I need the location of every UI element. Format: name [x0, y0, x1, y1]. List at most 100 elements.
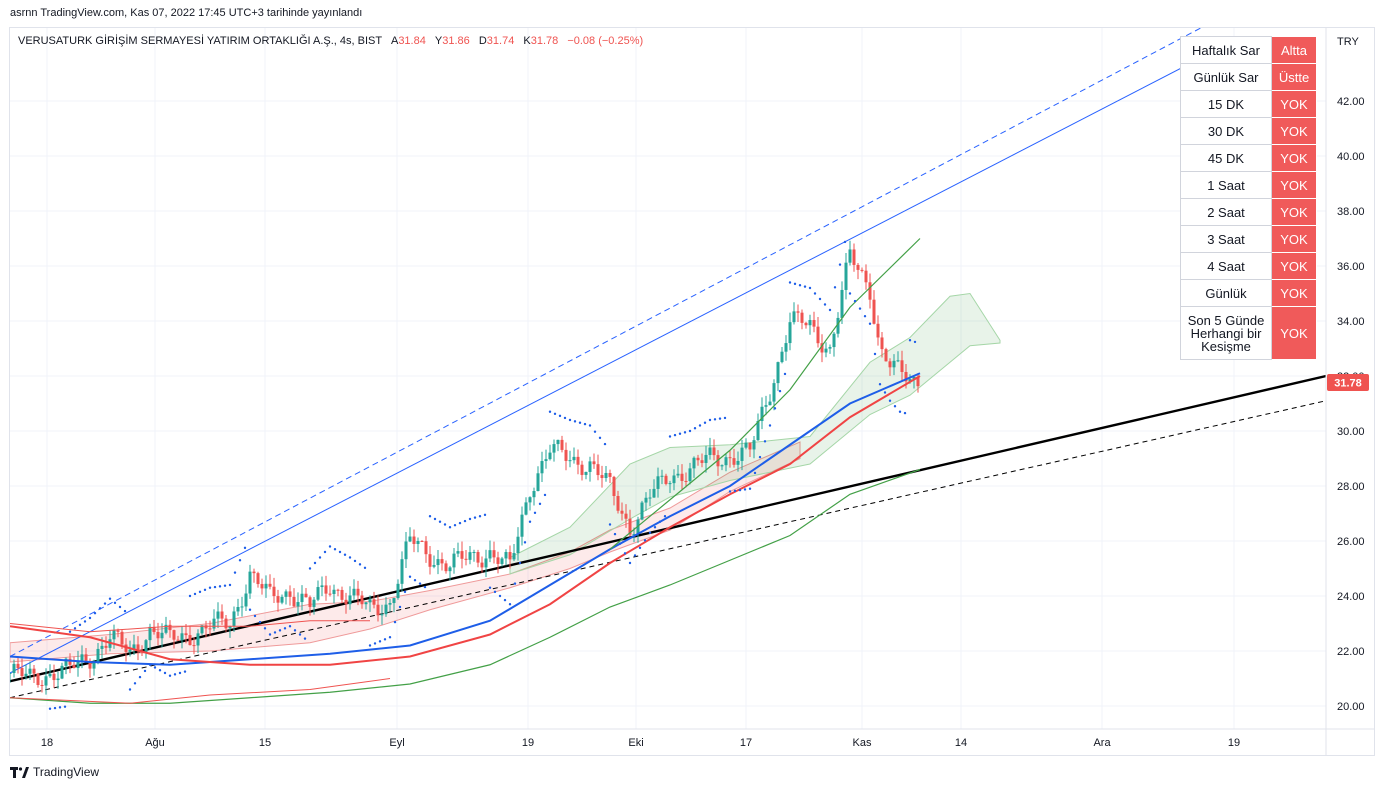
sar-dot	[393, 620, 397, 624]
candle-body	[136, 644, 140, 651]
candle-body	[884, 349, 888, 362]
candle	[216, 602, 220, 629]
sar-dot	[618, 542, 622, 545]
candle-body	[668, 483, 672, 485]
candle	[760, 397, 764, 430]
candle	[556, 439, 560, 452]
candle-body	[288, 591, 292, 597]
candle	[248, 564, 252, 599]
candle	[900, 350, 904, 382]
candle-body	[808, 320, 812, 326]
sar-dot	[338, 550, 342, 554]
candle	[696, 454, 700, 466]
candle-body	[748, 442, 752, 450]
candle-body	[256, 573, 260, 585]
sar-dot	[318, 556, 322, 559]
candle	[868, 273, 872, 309]
candle	[648, 489, 652, 507]
candle-body	[64, 658, 68, 666]
sar-dot	[603, 442, 607, 446]
open-label: A	[390, 35, 399, 47]
candle-body	[604, 472, 608, 479]
candle	[752, 436, 756, 459]
candle-body	[464, 558, 468, 560]
sar-dot	[328, 545, 332, 548]
sar-dot	[373, 642, 377, 645]
candle-body	[892, 360, 896, 368]
candle	[884, 347, 888, 362]
tradingview-footer[interactable]: TradingView	[10, 765, 99, 779]
candle	[68, 653, 72, 674]
candle	[244, 584, 248, 612]
sar-dot	[688, 429, 692, 433]
candle-body	[496, 557, 500, 564]
signal-label: 30 DK	[1180, 117, 1272, 145]
x-tick-label: 18	[41, 737, 53, 749]
candle-body	[72, 664, 76, 669]
sar-dot	[573, 420, 577, 423]
candle	[376, 595, 380, 622]
signal-label: Günlük Sar	[1180, 63, 1272, 91]
candle	[184, 623, 188, 644]
signal-row: Son 5 Günde Herhangi bir Kesişme YOK	[1180, 306, 1317, 360]
sar-dot	[628, 561, 632, 565]
candle	[344, 592, 348, 614]
candle-body	[208, 628, 212, 630]
sar-dot	[813, 292, 817, 295]
close-label: K	[523, 35, 531, 47]
sar-dot	[298, 633, 302, 636]
sar-dot	[313, 561, 317, 565]
candle-body	[876, 323, 880, 338]
sar-dot	[588, 424, 592, 427]
candle-body	[832, 333, 836, 348]
candle-body	[484, 558, 488, 568]
candle-body	[372, 599, 376, 605]
sar-dot	[708, 418, 712, 422]
candle-body	[572, 456, 576, 461]
signal-label: 15 DK	[1180, 90, 1272, 118]
candle-body	[576, 456, 580, 465]
sar-dot	[73, 627, 77, 630]
candle-body	[176, 639, 180, 641]
candle-body	[316, 587, 320, 600]
candle	[700, 453, 704, 468]
symbol-legend[interactable]: VERUSATURK GİRİŞİM SERMAYESİ YATIRIM ORT…	[18, 35, 643, 47]
candle	[704, 445, 708, 473]
sar-dot	[183, 670, 187, 673]
candle	[252, 568, 256, 583]
candle	[336, 588, 340, 597]
cloud-area	[509, 292, 1001, 575]
candle-body	[904, 371, 908, 382]
sar-dot	[693, 427, 697, 430]
candle	[48, 664, 52, 678]
candle-body	[224, 618, 228, 629]
signal-row: 4 Saat YOK	[1180, 252, 1317, 280]
sar-dot	[553, 412, 557, 416]
sar-dot	[713, 418, 717, 421]
candle	[360, 590, 364, 609]
candle	[392, 597, 396, 613]
candle-body	[452, 553, 456, 568]
sar-dot	[643, 539, 647, 542]
candle-body	[804, 322, 808, 326]
sar-dot	[883, 391, 887, 394]
candle-body	[300, 593, 304, 603]
sar-dot	[608, 523, 612, 526]
sar-dot	[733, 489, 737, 493]
candle-body	[432, 565, 436, 567]
candle-body	[500, 558, 504, 564]
candle-body	[216, 611, 220, 619]
candle-body	[468, 552, 472, 560]
candle	[308, 595, 312, 616]
candle-body	[144, 640, 148, 653]
sar-dot	[503, 598, 507, 602]
candle-body	[244, 593, 248, 607]
candle	[300, 585, 304, 611]
candle	[280, 594, 284, 605]
candle-body	[164, 624, 168, 633]
signal-label: 2 Saat	[1180, 198, 1272, 226]
y-tick-label: 20.00	[1337, 701, 1365, 713]
sar-dot	[493, 590, 497, 594]
sar-dot	[898, 410, 902, 413]
